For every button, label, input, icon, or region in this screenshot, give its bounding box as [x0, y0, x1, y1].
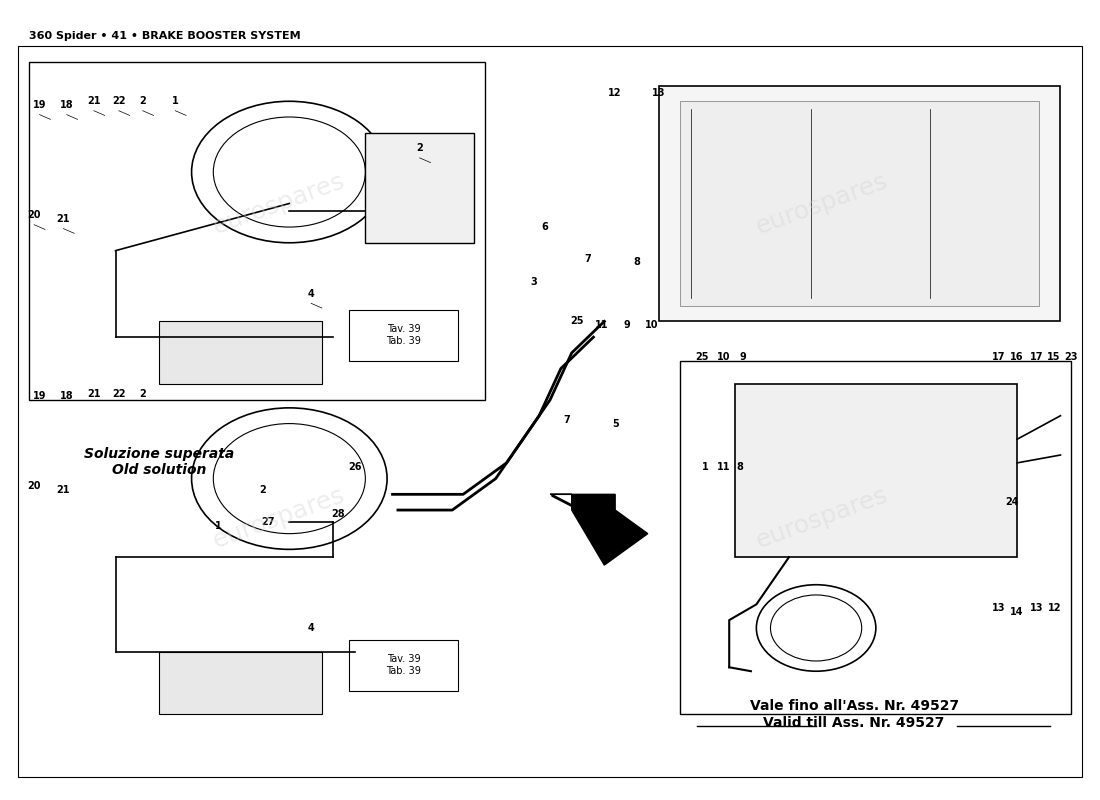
FancyBboxPatch shape: [349, 640, 458, 691]
Text: eurospares: eurospares: [209, 169, 348, 238]
Text: Tav. 39
Tab. 39: Tav. 39 Tab. 39: [386, 324, 421, 346]
Text: 1: 1: [216, 521, 222, 530]
Polygon shape: [550, 494, 648, 565]
Text: 9: 9: [624, 320, 630, 330]
Text: 11: 11: [595, 320, 609, 330]
Text: 7: 7: [584, 254, 592, 263]
Text: 16: 16: [1010, 352, 1024, 362]
Text: 360 Spider • 41 • BRAKE BOOSTER SYSTEM: 360 Spider • 41 • BRAKE BOOSTER SYSTEM: [29, 30, 300, 41]
Text: 4: 4: [308, 623, 315, 633]
Text: 26: 26: [348, 462, 361, 472]
Text: 21: 21: [57, 486, 70, 495]
Text: 11: 11: [717, 462, 730, 472]
Text: 20: 20: [28, 482, 41, 491]
Text: 10: 10: [717, 352, 730, 362]
Text: 15: 15: [1047, 352, 1060, 362]
Text: 19: 19: [33, 391, 46, 401]
Text: 13: 13: [652, 89, 666, 98]
Text: 25: 25: [571, 316, 584, 326]
Text: 8: 8: [737, 462, 744, 472]
Text: 18: 18: [59, 391, 74, 401]
Text: 27: 27: [261, 517, 274, 527]
Text: 13: 13: [992, 603, 1005, 614]
Text: Soluzione superata
Old solution: Soluzione superata Old solution: [84, 447, 234, 478]
Text: 17: 17: [1030, 352, 1043, 362]
Text: 19: 19: [33, 100, 46, 110]
Text: 22: 22: [112, 389, 125, 398]
Text: 2: 2: [258, 486, 265, 495]
Text: 22: 22: [112, 96, 125, 106]
Text: 18: 18: [59, 100, 74, 110]
Text: 6: 6: [541, 222, 548, 232]
FancyBboxPatch shape: [160, 651, 322, 714]
Text: 21: 21: [87, 96, 100, 106]
Text: 10: 10: [646, 320, 659, 330]
Text: Tav. 39
Tab. 39: Tav. 39 Tab. 39: [386, 654, 421, 676]
Text: 14: 14: [1010, 607, 1024, 618]
Text: 20: 20: [28, 210, 41, 220]
Text: 1: 1: [702, 462, 708, 472]
Text: 5: 5: [612, 418, 618, 429]
Text: eurospares: eurospares: [752, 483, 891, 553]
Text: eurospares: eurospares: [752, 169, 891, 238]
Text: 12: 12: [608, 89, 622, 98]
Text: 21: 21: [57, 214, 70, 224]
FancyBboxPatch shape: [29, 62, 485, 400]
Text: 24: 24: [1004, 497, 1019, 507]
Text: 2: 2: [140, 96, 146, 106]
FancyBboxPatch shape: [160, 322, 322, 384]
Text: 13: 13: [1030, 603, 1043, 614]
Text: 28: 28: [331, 509, 345, 519]
Text: 2: 2: [416, 143, 424, 154]
Text: 2: 2: [140, 389, 146, 398]
Text: 4: 4: [308, 289, 315, 299]
FancyBboxPatch shape: [680, 102, 1038, 306]
Text: eurospares: eurospares: [209, 483, 348, 553]
Text: Vale fino all'Ass. Nr. 49527
Valid till Ass. Nr. 49527: Vale fino all'Ass. Nr. 49527 Valid till …: [749, 699, 959, 730]
Text: 7: 7: [563, 414, 570, 425]
Text: 9: 9: [740, 352, 747, 362]
FancyBboxPatch shape: [365, 133, 474, 242]
Text: 25: 25: [695, 352, 708, 362]
Text: 3: 3: [530, 277, 537, 287]
Text: 17: 17: [992, 352, 1005, 362]
Text: 8: 8: [634, 258, 640, 267]
Text: 23: 23: [1065, 352, 1078, 362]
FancyBboxPatch shape: [735, 384, 1018, 558]
FancyBboxPatch shape: [659, 86, 1060, 322]
Text: 1: 1: [172, 96, 178, 106]
FancyBboxPatch shape: [680, 361, 1071, 714]
Text: 12: 12: [1048, 603, 1062, 614]
FancyBboxPatch shape: [349, 310, 458, 361]
Text: 21: 21: [87, 389, 100, 398]
